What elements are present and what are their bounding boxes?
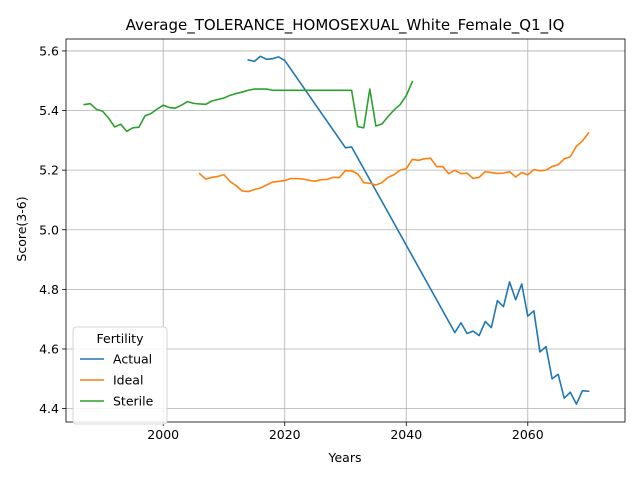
legend-label-ideal: Ideal [113,373,143,388]
legend-items: Actual Ideal Sterile [80,352,154,409]
legend-label-sterile: Sterile [113,394,154,409]
y-tick-label: 5.0 [39,222,59,237]
legend-title: Fertility [97,331,145,346]
plot-area [65,38,626,423]
x-tick-label: 2060 [512,427,544,442]
y-axis: 4.4 4.6 4.8 5.0 5.2 5.4 5.6 [39,43,66,416]
y-tick-label: 4.6 [39,341,59,356]
y-axis-title: Score(3-6) [14,196,29,261]
series-line-sterile [83,80,414,133]
series-line-ideal [198,131,590,193]
x-axis-title: Years [328,450,362,465]
chart-title: Average_TOLERANCE_HOMOSEXUAL_White_Femal… [126,16,565,35]
y-tick-label: 4.8 [39,282,59,297]
legend-frame [72,326,168,425]
x-axis: 2000 2020 2040 2060 [147,422,544,442]
legend-label-actual: Actual [113,352,152,367]
y-tick-label: 5.4 [39,103,59,118]
x-tick-label: 2040 [390,427,422,442]
legend: Fertility Actual Ideal Sterile [72,326,168,425]
series-lines [83,55,590,405]
x-tick-label: 2000 [147,427,179,442]
x-tick-label: 2020 [269,427,301,442]
y-tick-label: 4.4 [39,401,59,416]
series-line-actual [247,55,590,405]
y-tick-label: 5.2 [39,163,59,178]
y-tick-label: 5.6 [39,43,59,58]
